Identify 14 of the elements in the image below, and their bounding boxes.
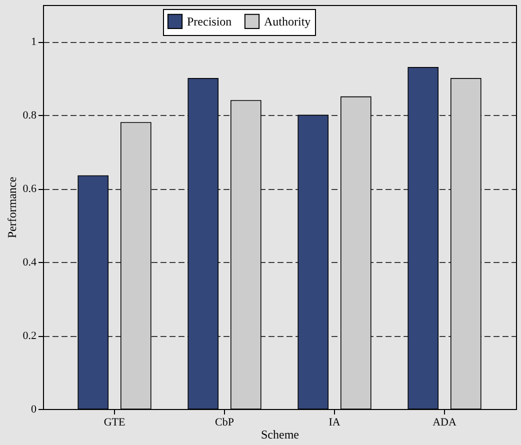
x-tick-label: CbP — [215, 416, 234, 428]
y-tick-label: 0.8 — [22, 110, 37, 122]
y-tick-label: 0.4 — [22, 256, 37, 269]
legend-label: Precision — [187, 14, 232, 28]
y-tick-label: 0 — [31, 404, 37, 416]
x-tick-label: IA — [328, 416, 340, 428]
y-axis-title: Performance — [4, 176, 19, 238]
x-tick-label: GTE — [104, 416, 126, 428]
legend-label: Authority — [264, 14, 311, 28]
y-tick-label: 0.2 — [22, 330, 36, 342]
x-axis-title: Scheme — [261, 428, 299, 442]
y-tick-label: 0.6 — [22, 183, 37, 196]
y-tick-label: 1 — [31, 36, 36, 48]
x-tick-label: ADA — [432, 416, 456, 428]
